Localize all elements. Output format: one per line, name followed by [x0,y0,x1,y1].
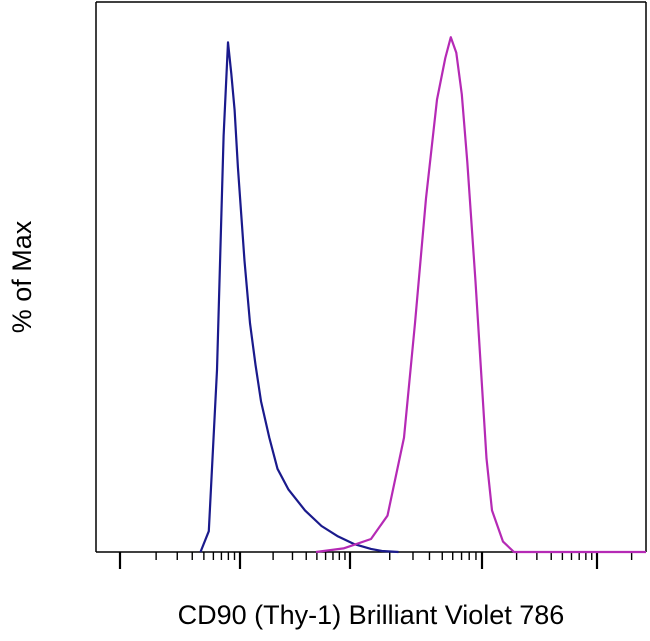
series-layer [199,36,646,554]
histogram-series-1 [199,41,399,554]
x-axis-title: CD90 (Thy-1) Brilliant Violet 786 [178,600,565,630]
plot-frame [95,1,647,553]
x-axis-ticks [118,552,633,569]
y-axis-title: % of Max [7,220,37,333]
histogram-series-2 [315,36,646,554]
